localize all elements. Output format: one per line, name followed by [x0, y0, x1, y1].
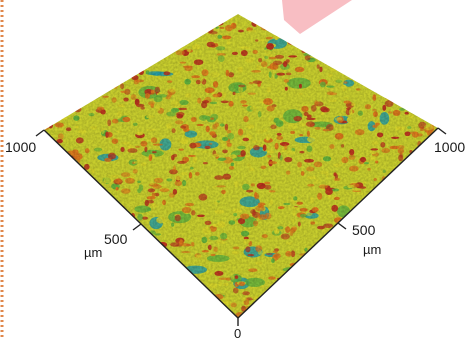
origin-label: 0	[234, 326, 241, 339]
left-axis-max-label: 1000	[5, 139, 36, 155]
surface-topography	[44, 14, 438, 318]
axes	[35, 127, 447, 326]
right-axis-max-label: 1000	[434, 139, 465, 155]
right-tick-500	[337, 222, 347, 230]
left-tick-1000	[35, 129, 45, 137]
right-axis-mid-label: 500	[352, 222, 376, 238]
right-tick-1000	[437, 127, 447, 135]
top-arrow-shape	[282, 0, 352, 34]
left-tick-500	[132, 223, 142, 231]
left-axis-mid-label: 500	[104, 231, 128, 247]
right-axis-unit-label: µm	[363, 242, 381, 257]
left-axis-unit-label: µm	[84, 245, 102, 260]
